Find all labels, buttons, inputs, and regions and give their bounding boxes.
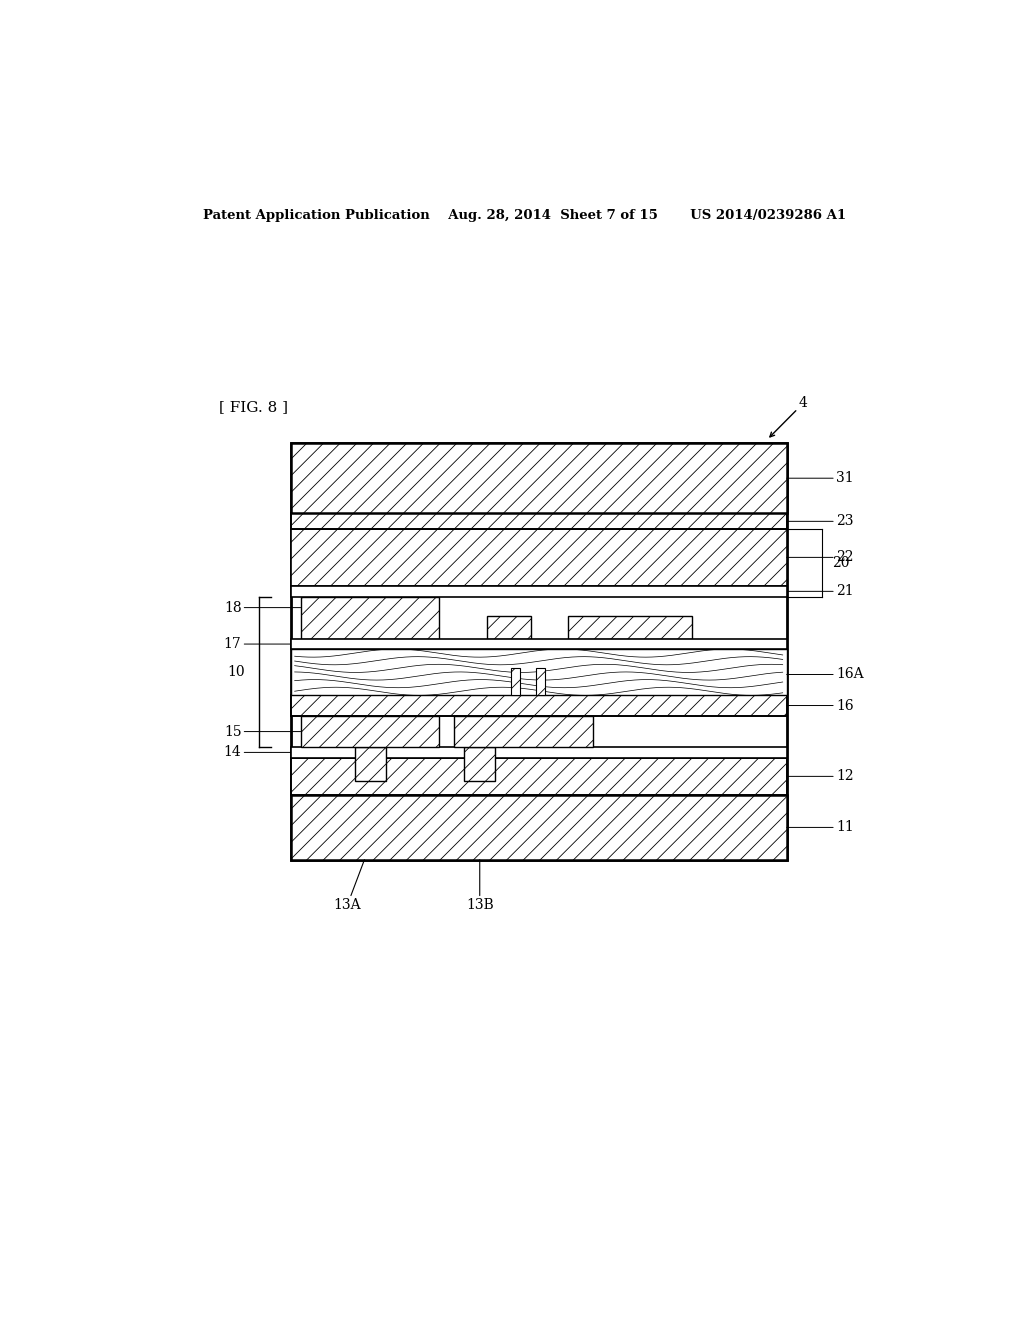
Bar (291, 747, 786, 758)
Bar (291, 696, 786, 715)
Text: 13A: 13A (334, 859, 365, 912)
Text: 13B: 13B (466, 859, 494, 912)
Bar (486, 616, 531, 639)
Text: 20: 20 (831, 556, 850, 570)
Text: 4: 4 (770, 396, 808, 437)
Text: 15: 15 (224, 725, 301, 739)
Text: 16A: 16A (786, 668, 863, 681)
Bar (511, 668, 520, 696)
Text: 14: 14 (223, 746, 291, 759)
Text: 18: 18 (224, 601, 301, 615)
Bar (291, 795, 786, 859)
Text: 11: 11 (786, 821, 854, 834)
Text: 12: 12 (786, 770, 854, 783)
Text: 23: 23 (786, 515, 853, 528)
Bar (355, 747, 386, 780)
Bar (537, 668, 545, 696)
Bar (301, 715, 439, 747)
Bar (568, 616, 692, 639)
Text: Patent Application Publication    Aug. 28, 2014  Sheet 7 of 15       US 2014/023: Patent Application Publication Aug. 28, … (203, 209, 847, 222)
Bar (291, 649, 786, 696)
Text: 22: 22 (786, 550, 853, 565)
Text: 17: 17 (223, 638, 291, 651)
Bar (291, 444, 786, 513)
Bar (291, 639, 786, 649)
Bar (464, 747, 496, 780)
Bar (291, 529, 786, 586)
Bar (291, 444, 786, 859)
Bar (291, 586, 786, 597)
Bar (455, 715, 593, 747)
Bar (291, 513, 786, 529)
Text: 16: 16 (786, 698, 854, 713)
Text: 31: 31 (786, 471, 854, 486)
Text: [ FIG. 8 ]: [ FIG. 8 ] (219, 400, 289, 414)
Bar (291, 758, 786, 795)
Text: 10: 10 (227, 665, 245, 680)
Text: 21: 21 (786, 585, 854, 598)
Bar (301, 597, 439, 639)
